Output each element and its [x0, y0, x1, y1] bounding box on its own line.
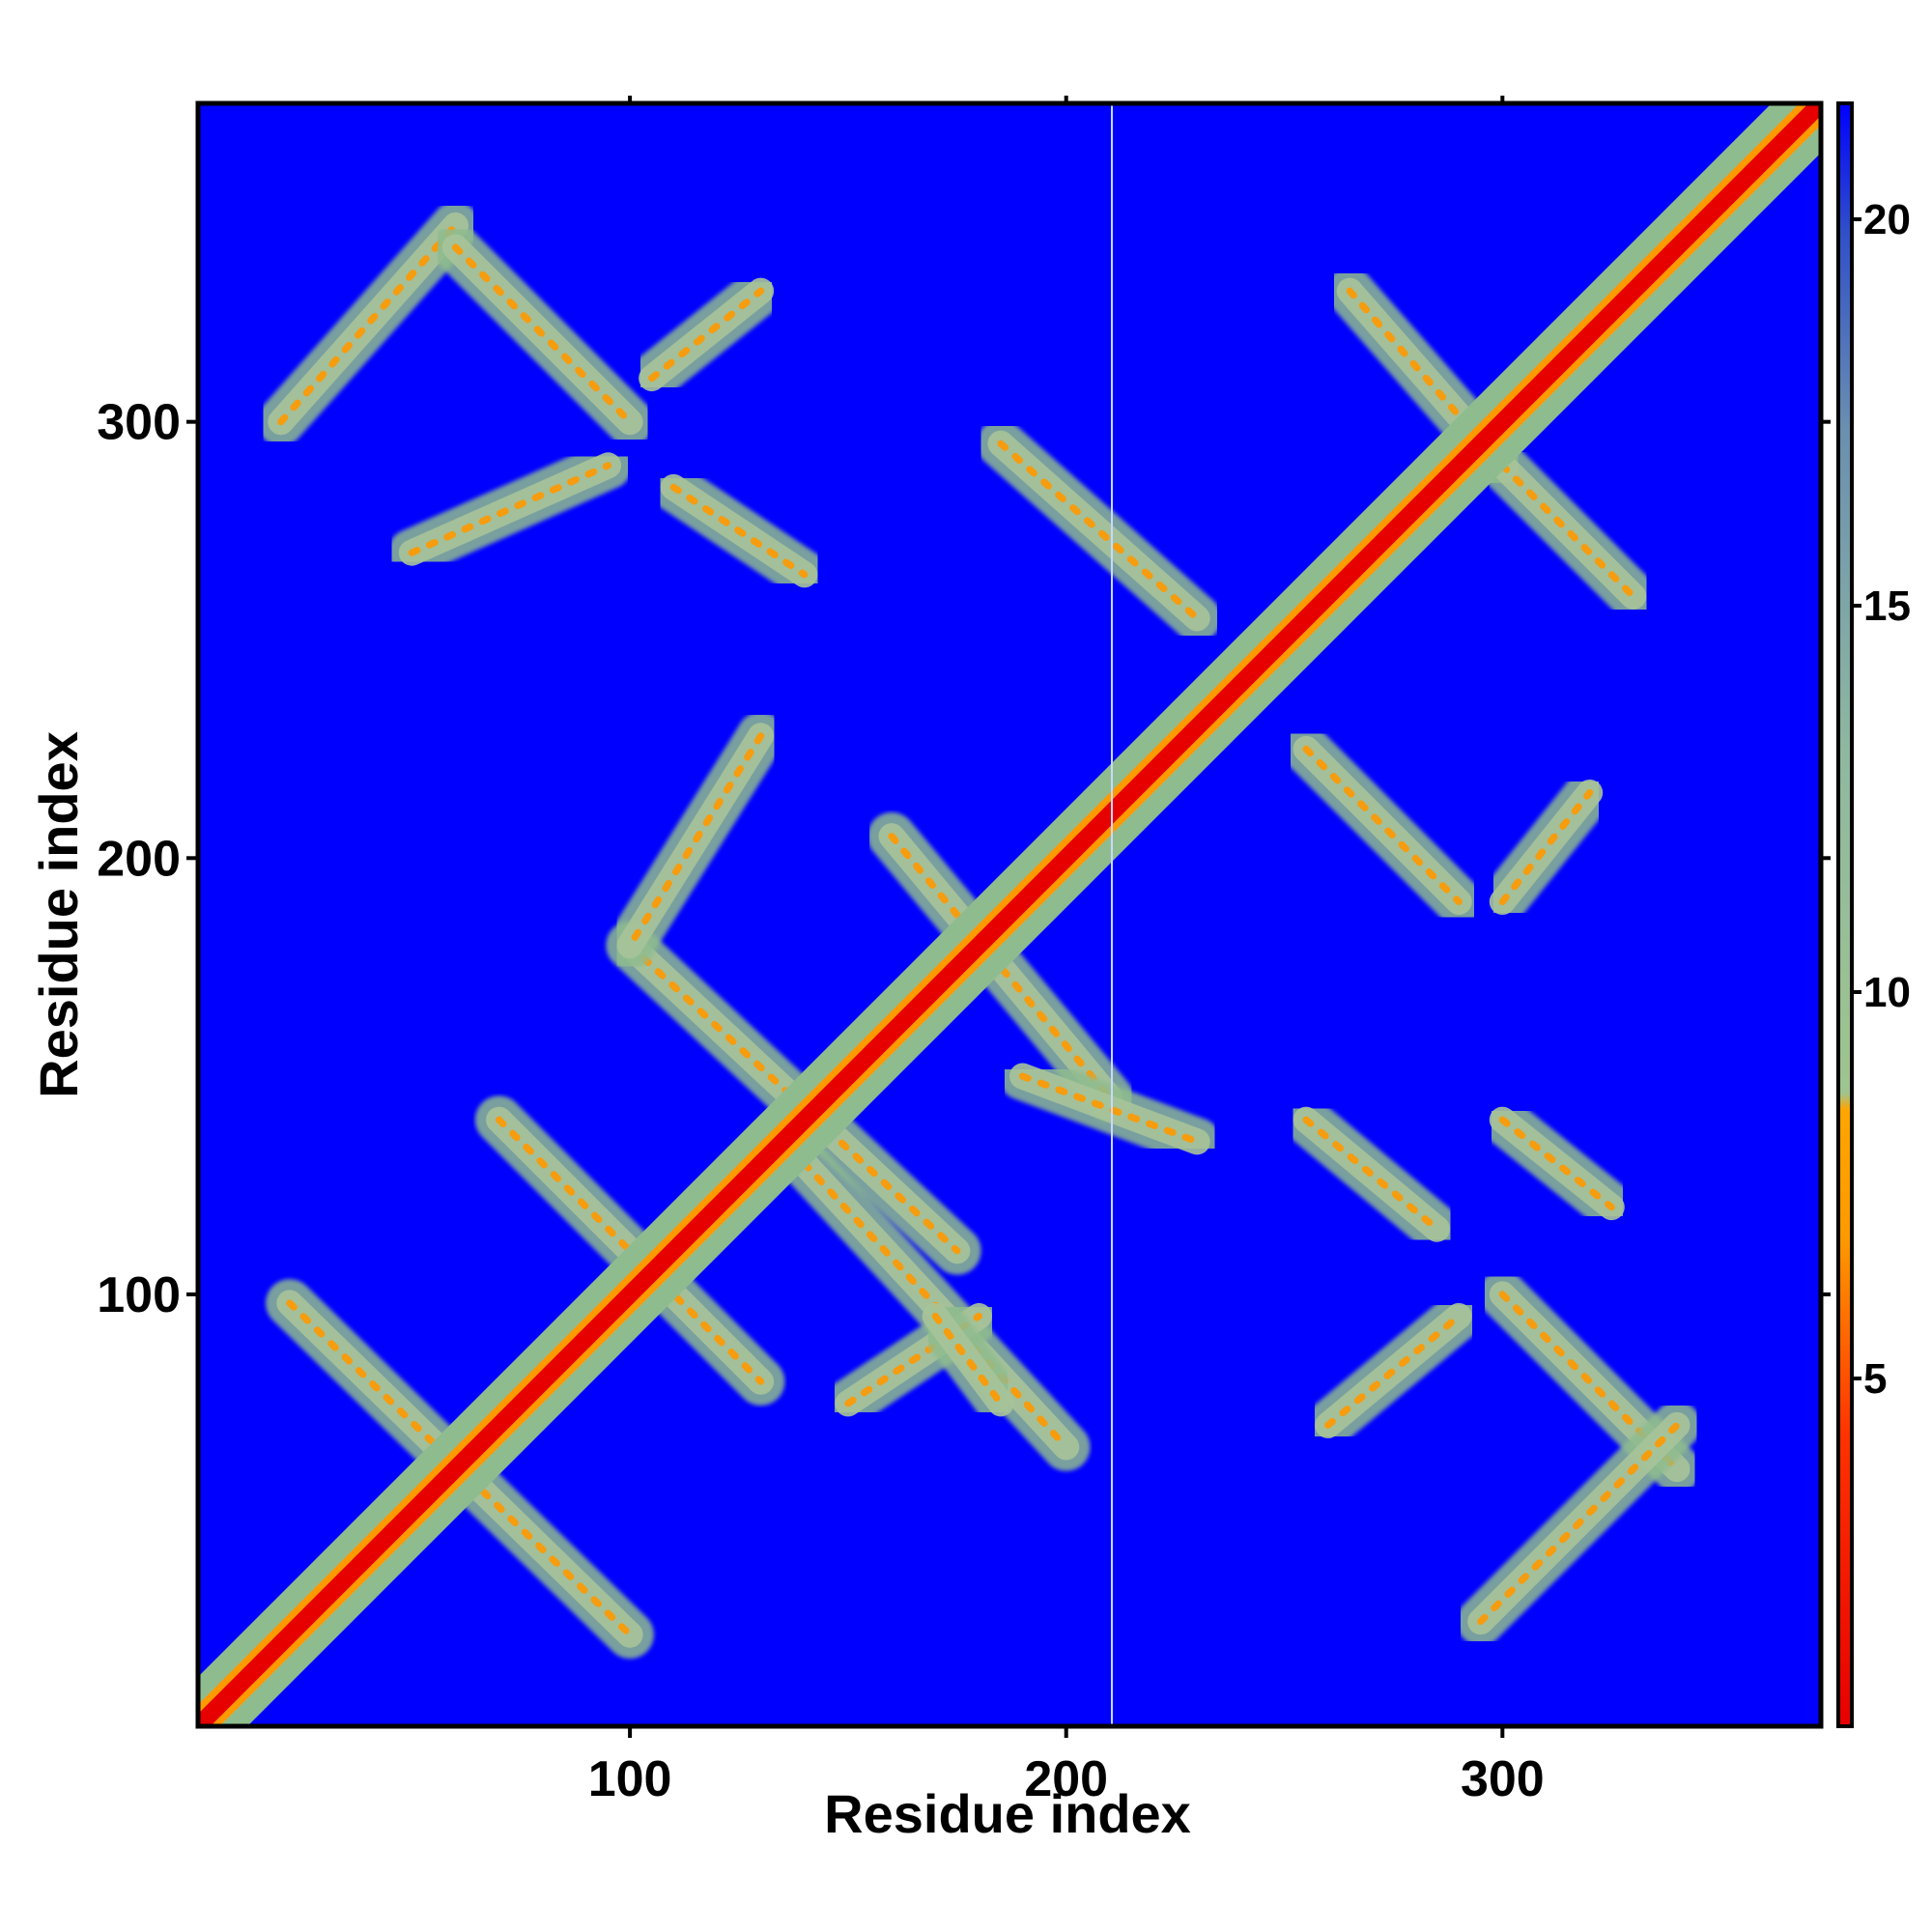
plot-frame — [195, 100, 1824, 1729]
y-axis-title: Residue index — [28, 731, 89, 1098]
contact-band — [1303, 1292, 1483, 1450]
colorbar-tick-label: 15 — [1863, 582, 1911, 630]
colorbar-ticks: 5 10 15 20 — [1852, 196, 1911, 1403]
contact-bands — [256, 201, 1701, 1659]
x-tick-label: 300 — [1461, 1751, 1545, 1807]
colorbar-tick-label: 20 — [1863, 196, 1911, 243]
colorbar-tick-label: 5 — [1863, 1355, 1887, 1403]
axes: 100 200 300 100 200 300 — [97, 96, 1831, 1807]
colorbar — [1836, 101, 1854, 1728]
diagonal-core — [198, 103, 1821, 1726]
contact-band — [1478, 768, 1614, 926]
contact-band — [911, 1292, 1025, 1428]
contact-band — [256, 201, 480, 446]
contact-band — [1282, 724, 1483, 926]
contact-band — [387, 441, 633, 578]
diagonal-band — [198, 103, 1821, 1726]
colorbar-tick-label: 10 — [1863, 969, 1911, 1016]
x-tick-label: 200 — [1024, 1751, 1108, 1807]
contact-band — [627, 267, 785, 403]
y-tick-label: 200 — [97, 831, 181, 887]
contact-band — [649, 463, 829, 599]
contact-band — [1282, 1095, 1462, 1253]
contact-band — [1478, 441, 1658, 621]
contact-band — [977, 419, 1222, 642]
contact-band — [606, 711, 785, 970]
contact-band — [1456, 1401, 1701, 1646]
y-tick-label: 100 — [97, 1267, 181, 1323]
contact-band — [998, 1052, 1222, 1166]
y-tick-label: 300 — [97, 395, 181, 451]
x-tick-label: 100 — [588, 1751, 672, 1807]
x-axis-title: Residue index — [824, 1783, 1191, 1844]
contact-band — [1478, 1095, 1636, 1232]
contact-band — [431, 223, 654, 446]
